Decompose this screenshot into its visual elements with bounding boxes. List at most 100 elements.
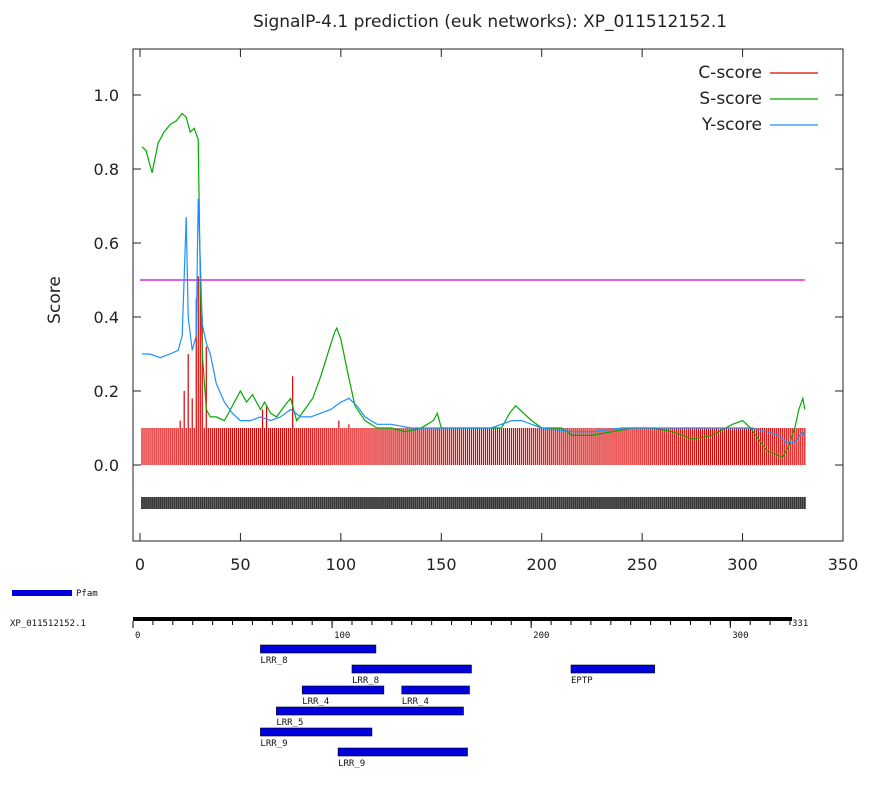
residue-mark — [510, 497, 513, 509]
residue-mark — [761, 497, 764, 509]
residue-mark — [723, 497, 726, 509]
residue-mark — [285, 497, 288, 509]
domain-bar — [260, 727, 373, 737]
residue-mark — [721, 497, 724, 509]
y-axis-label: Score — [45, 276, 65, 324]
domain-bar — [337, 747, 468, 757]
residue-mark — [149, 497, 151, 509]
residue-mark — [269, 497, 272, 509]
domain-label: LRR_5 — [276, 718, 303, 728]
residue-mark — [183, 497, 186, 509]
y-tick-label: 0.2 — [94, 382, 119, 401]
residue-mark — [739, 497, 742, 509]
residue-mark — [388, 497, 390, 509]
residue-mark — [627, 497, 629, 509]
residue-mark — [163, 497, 166, 509]
residue-mark — [733, 497, 736, 509]
residue-mark — [747, 497, 750, 509]
residue-mark — [225, 497, 228, 509]
residue-mark — [390, 497, 392, 509]
residue-mark — [408, 497, 411, 509]
residue-mark — [681, 497, 684, 509]
residue-mark — [516, 497, 519, 509]
residue-mark — [597, 497, 599, 509]
c-score-series — [141, 276, 806, 465]
residue-mark — [420, 497, 423, 509]
y-tick-label: 1.0 — [94, 86, 119, 105]
pfam-legend-label: Pfam — [76, 589, 98, 599]
residue-mark — [289, 497, 292, 509]
x-tick-label: 100 — [326, 555, 357, 574]
residue-mark — [235, 497, 238, 509]
domain-label: LRR_4 — [402, 697, 429, 707]
residue-mark — [175, 497, 178, 509]
residue-mark — [257, 497, 260, 509]
residue-mark — [779, 497, 782, 509]
y-tick-label: 0.8 — [94, 160, 119, 179]
residue-mark — [595, 497, 597, 509]
residue-mark — [544, 497, 547, 509]
domain-label: LRR_4 — [302, 697, 329, 707]
residue-mark — [580, 497, 583, 509]
residue-mark — [691, 497, 694, 509]
residue-mark — [350, 497, 352, 509]
residue-mark — [354, 497, 356, 509]
domain-bar — [401, 685, 470, 695]
residue-mark — [665, 497, 668, 509]
residue-mark — [635, 497, 638, 509]
residue-mark — [430, 497, 433, 509]
residue-mark — [731, 497, 734, 509]
residue-mark — [195, 497, 198, 509]
residue-mark — [321, 497, 324, 509]
residue-mark — [709, 497, 712, 509]
residue-mark — [623, 497, 625, 509]
y-score-line — [142, 198, 806, 444]
residue-mark — [673, 497, 676, 509]
residue-mark — [418, 497, 421, 509]
residue-mark — [370, 497, 372, 509]
residue-mark — [422, 497, 425, 509]
residue-mark — [661, 497, 664, 509]
residue-mark — [693, 497, 696, 509]
residue-mark — [189, 497, 192, 509]
residue-mark — [751, 497, 754, 509]
y-tick-label: 0.6 — [94, 234, 119, 253]
residue-mark — [323, 497, 326, 509]
residue-mark — [613, 497, 615, 509]
chart-title: SignalP-4.1 prediction (euk networks): X… — [253, 12, 727, 32]
residue-mark — [305, 497, 308, 509]
residue-mark — [615, 497, 617, 509]
residue-mark — [528, 497, 531, 509]
residue-mark — [416, 497, 419, 509]
residue-mark — [362, 497, 364, 509]
residue-mark — [488, 497, 491, 509]
residue-mark — [343, 497, 346, 509]
residue-mark — [378, 497, 380, 509]
residue-mark — [633, 497, 636, 509]
residue-mark — [255, 497, 258, 509]
residue-mark — [426, 497, 429, 509]
residue-mark — [482, 497, 485, 509]
residue-mark — [261, 497, 264, 509]
residue-mark — [729, 497, 732, 509]
residue-mark — [398, 497, 401, 509]
residue-mark — [259, 497, 262, 509]
residue-mark — [719, 497, 722, 509]
residue-mark — [460, 497, 463, 509]
chart-legend: C-score S-score Y-score — [698, 63, 818, 135]
residue-mark — [452, 497, 455, 509]
residue-mark — [191, 497, 194, 509]
residue-mark — [317, 497, 320, 509]
residue-mark — [542, 497, 545, 509]
residue-mark — [145, 497, 147, 509]
residue-mark — [715, 497, 718, 509]
residue-mark — [787, 497, 790, 509]
residue-mark — [671, 497, 674, 509]
residue-mark — [241, 497, 244, 509]
residue-mark — [803, 497, 806, 509]
residue-mark — [775, 497, 778, 509]
residue-mark — [347, 497, 350, 509]
residue-mark — [297, 497, 300, 509]
residue-mark — [534, 497, 537, 509]
residue-mark — [562, 497, 565, 509]
